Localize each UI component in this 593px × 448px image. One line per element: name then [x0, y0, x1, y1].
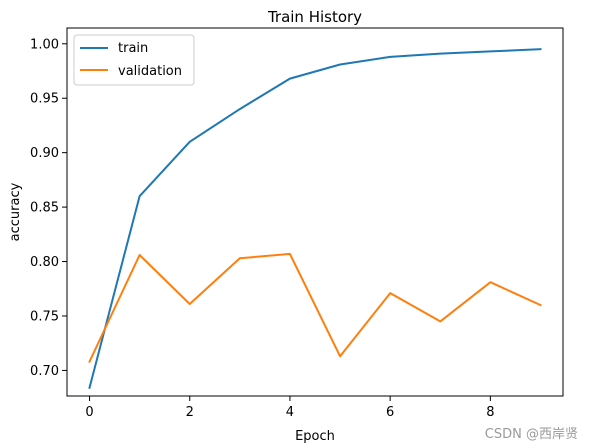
series-line-train	[88, 48, 542, 390]
x-tick-label: 4	[286, 405, 294, 420]
plot-frame	[66, 27, 564, 397]
x-axis-title: Epoch	[295, 429, 335, 444]
y-tick-label: 0.85	[30, 201, 59, 216]
series-lines	[88, 48, 542, 390]
legend: train validation	[73, 34, 195, 86]
x-tick-label: 6	[386, 405, 394, 420]
y-axis: 0.70 0.75 0.80 0.85 0.90 0.95 1.00	[30, 37, 67, 379]
watermark: CSDN @西岸贤	[484, 427, 578, 442]
legend-label-train: train	[118, 41, 148, 56]
y-tick-label: 0.70	[30, 364, 59, 379]
y-tick-label: 1.00	[30, 37, 59, 52]
y-axis-title: accuracy	[8, 182, 23, 241]
x-axis: 0 2 4 6 8	[85, 396, 494, 420]
y-tick-label: 0.80	[30, 255, 59, 270]
chart-title: Train History	[267, 8, 362, 26]
x-tick-label: 0	[85, 405, 93, 420]
x-tick-label: 8	[486, 405, 494, 420]
y-tick-label: 0.95	[30, 92, 59, 107]
y-tick-label: 0.75	[30, 309, 59, 324]
y-tick-label: 0.90	[30, 146, 59, 161]
legend-label-validation: validation	[118, 64, 182, 79]
x-tick-label: 2	[186, 405, 194, 420]
series-line-validation	[88, 252, 542, 364]
